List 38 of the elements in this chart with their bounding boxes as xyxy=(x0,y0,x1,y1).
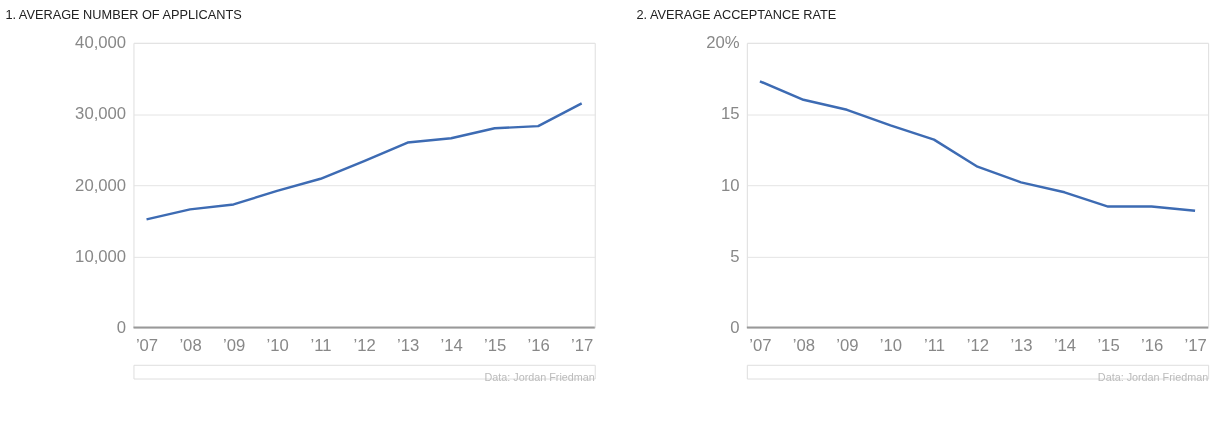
x-tick-label: ’14 xyxy=(440,335,463,355)
x-tick-label: ’09 xyxy=(222,335,246,355)
x-tick-label: ’12 xyxy=(353,335,376,355)
y-tick-label: 40,000 xyxy=(75,33,127,53)
x-tick-label: ’07 xyxy=(135,335,159,355)
x-tick-label: ’16 xyxy=(1140,335,1164,355)
x-tick-label: ’15 xyxy=(484,335,507,355)
x-tick-label: ’08 xyxy=(179,335,202,355)
y-tick-label: 10,000 xyxy=(75,246,127,266)
y-tick-label: 30,000 xyxy=(75,104,127,124)
chart-title: 2. AVERAGE ACCEPTANCE RATE xyxy=(636,6,837,22)
x-tick-label: ’13 xyxy=(1010,335,1033,355)
x-tick-label: ’17 xyxy=(1184,335,1207,355)
x-tick-label: ’15 xyxy=(1097,335,1120,355)
y-tick-label: 0 xyxy=(730,317,740,337)
x-tick-label: ’14 xyxy=(1053,335,1077,355)
x-tick-label: ’09 xyxy=(836,335,859,355)
chart-title: 1. AVERAGE NUMBER OF APPLICANTS xyxy=(5,6,242,22)
y-tick-label: 15 xyxy=(720,104,740,124)
x-tick-label: ’10 xyxy=(879,335,903,355)
x-tick-label: ’12 xyxy=(966,335,990,355)
y-tick-label: 20% xyxy=(706,33,740,53)
y-tick-label: 5 xyxy=(730,246,740,266)
x-tick-label: ’16 xyxy=(527,335,550,355)
x-tick-label: ’17 xyxy=(571,335,594,355)
line-series xyxy=(145,102,583,221)
line-series xyxy=(758,80,1197,213)
y-tick-label: 10 xyxy=(720,175,740,195)
text: Data: Jordan Friedman xyxy=(484,370,595,383)
text: Data: Jordan Friedman xyxy=(1097,370,1209,383)
x-tick-label: ’11 xyxy=(923,335,945,355)
x-tick-label: ’10 xyxy=(266,335,289,355)
x-tick-label: ’11 xyxy=(310,335,332,355)
x-tick-label: ’08 xyxy=(792,335,816,355)
y-tick-label: 0 xyxy=(116,317,127,337)
y-tick-label: 20,000 xyxy=(75,175,127,195)
x-tick-label: ’13 xyxy=(396,335,420,355)
x-tick-label: ’07 xyxy=(749,335,772,355)
